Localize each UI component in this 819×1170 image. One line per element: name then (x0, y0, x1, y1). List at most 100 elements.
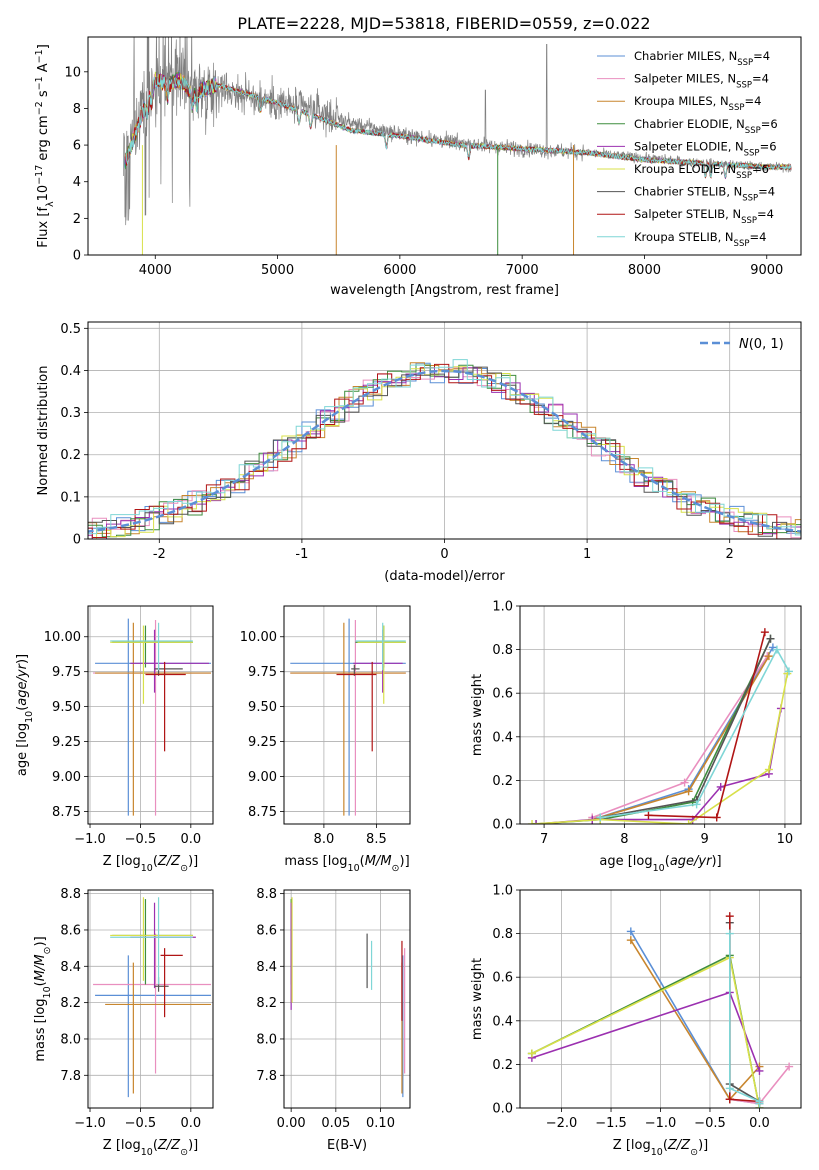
y-tick-label: 10 (64, 65, 81, 80)
y-tick-label: 0.3 (60, 406, 81, 421)
marker-salpeter_stelib (644, 811, 653, 820)
legend-label-salpeter_stelib: Salpeter STELIB, NSSP=4 (634, 207, 774, 226)
axes-frame (519, 605, 802, 825)
legend-label-chabrier_stelib: Chabrier STELIB, NSSP=4 (634, 185, 775, 204)
marker-chabrier_miles (626, 927, 635, 936)
y-axis-label: Flux [fλ10−17 erg cm−2 s−1 A−1] (34, 44, 56, 248)
y-tick-label: 0.4 (492, 1014, 513, 1029)
x-tick-label: 0.0 (749, 1116, 770, 1131)
x-tick-label: 5000 (261, 263, 294, 278)
marker-kroupa_stelib (755, 1099, 764, 1108)
x-tick-label: −1.0 (645, 1116, 677, 1131)
y-tick-label: 9.25 (248, 735, 277, 750)
x-tick-label: −1.5 (595, 1116, 627, 1131)
y-tick-label: 10.00 (240, 630, 277, 645)
marker-kroupa_stelib (772, 645, 781, 654)
marker-kroupa_elodie (684, 820, 693, 824)
panel-massweight_vs_Z: −2.0 −1.5 −1.0 −0.5 0.0 0.0 0.2 0.4 0.6 0.8 1.0 Z [… (470, 884, 802, 1158)
x-tick-label: 8000 (628, 263, 661, 278)
y-tick-label: 8.0 (60, 1032, 81, 1047)
x-tick-label: 7000 (506, 263, 539, 278)
x-tick-label: 6000 (383, 263, 416, 278)
marker-kroupa_miles (626, 936, 635, 945)
panel-spectrum: 4000 5000 6000 7000 8000 9000 0 2 4 6 8 10 wavelengt… (34, 36, 802, 298)
y-tick-label: 8.2 (256, 996, 277, 1011)
histogram-step-chabrier_stelib (88, 366, 801, 537)
marker-salpeter_stelib (725, 912, 734, 921)
y-tick-label: 8.6 (256, 923, 277, 938)
plot-area (93, 897, 211, 1098)
y-tick-label: 7.8 (256, 1069, 277, 1084)
histogram-step-kroupa_stelib (88, 359, 801, 536)
y-tick-label: 7.8 (60, 1069, 81, 1084)
y-tick-label: 9.75 (248, 665, 277, 680)
axes-frame (283, 889, 411, 1109)
x-axis-label: (data-model)/error (384, 569, 505, 584)
marker-salpeter_stelib (760, 628, 769, 637)
marker-salpeter_elodie (532, 820, 541, 824)
marker-kroupa_miles (764, 652, 773, 661)
x-axis-label: mass [log10(M/M⊙)] (284, 854, 409, 874)
legend-label-gaussian: N(0, 1) (739, 337, 784, 352)
x-tick-label: 8 (620, 832, 628, 847)
y-tick-label: 9.50 (52, 700, 81, 715)
marker-kroupa_elodie (528, 820, 537, 824)
axes-frame (87, 605, 214, 825)
x-axis-label: Z [log10(Z/Z⊙)] (613, 1138, 708, 1158)
y-tick-label: 0.2 (60, 448, 81, 463)
x-tick-label: −1.0 (74, 832, 106, 847)
y-tick-label: 9.00 (52, 770, 81, 785)
y-tick-label: 9.75 (52, 665, 81, 680)
marker-kroupa_stelib (692, 800, 701, 809)
x-tick-label: 0.0 (180, 832, 201, 847)
y-tick-label: 8.0 (256, 1032, 277, 1047)
y-tick-label: 8.75 (248, 805, 277, 820)
y-tick-label: 9.25 (52, 735, 81, 750)
axes-frame (87, 889, 214, 1109)
y-tick-label: 0.5 (60, 322, 81, 337)
panel-mass_vs_ebv: 0.00 0.05 0.10 7.8 8.0 8.2 8.4 8.6 8.8 E(B-V) (256, 887, 411, 1153)
plot-area (93, 618, 211, 816)
x-tick-label: 0.0 (180, 1116, 201, 1131)
y-tick-label: 9.50 (248, 700, 277, 715)
y-tick-label: 8.8 (256, 887, 277, 902)
y-axis-label: Normed distribution (36, 366, 51, 496)
y-tick-label: 0.4 (492, 730, 513, 745)
y-tick-label: 0.6 (492, 687, 513, 702)
figure-title: PLATE=2228, MJD=53818, FIBERID=0559, z=0… (237, 14, 650, 33)
marker-salpeter_elodie (716, 782, 725, 791)
y-tick-label: 0 (73, 249, 81, 264)
marker-chabrier_miles (768, 643, 777, 652)
y-tick-label: 8.4 (60, 960, 81, 975)
y-tick-label: 8.6 (60, 923, 81, 938)
model-line-kroupa_stelib (125, 75, 792, 178)
legend-label-chabrier_elodie: Chabrier ELODIE, NSSP=6 (634, 117, 778, 136)
x-tick-label: 9 (701, 832, 709, 847)
legend-label-kroupa_miles: Kroupa MILES, NSSP=4 (634, 94, 761, 113)
y-tick-label: 0.0 (492, 1102, 513, 1117)
y-tick-label: 0.4 (60, 364, 81, 379)
marker-kroupa_stelib (725, 1084, 734, 1093)
y-axis-label: mass weight (470, 674, 485, 756)
y-tick-label: 8.2 (60, 996, 81, 1011)
y-tick-label: 9.00 (248, 770, 277, 785)
legend-label-salpeter_elodie: Salpeter ELODIE, NSSP=6 (634, 139, 777, 158)
y-tick-label: 0 (73, 533, 81, 548)
marker-kroupa_miles (684, 787, 693, 796)
marker-kroupa_stelib (784, 667, 793, 676)
marker-salpeter_stelib (712, 813, 721, 822)
y-tick-label: 4 (73, 175, 81, 190)
x-tick-label: −0.5 (694, 1116, 726, 1131)
gaussian-curve (88, 369, 801, 533)
legend-label-chabrier_miles: Chabrier MILES, NSSP=4 (634, 49, 770, 68)
plot-area (123, 37, 792, 255)
panel-residuals: -2 -1 0 1 2 0 0.1 0.2 0.3 0.4 0.5 (data-model)/erro… (36, 321, 802, 584)
plot-area (527, 912, 794, 1108)
x-tick-label: 8.5 (366, 832, 387, 847)
legend-label-kroupa_elodie: Kroupa ELODIE, NSSP=6 (634, 162, 769, 181)
x-tick-label: 0.10 (366, 1116, 395, 1131)
marker-salpeter_miles (785, 1062, 794, 1071)
panel-age_vs_mass: 8.0 8.5 8.75 9.00 9.25 9.50 9.75 10.00 mass [log… (240, 605, 411, 874)
marker-kroupa_elodie (527, 1049, 536, 1058)
